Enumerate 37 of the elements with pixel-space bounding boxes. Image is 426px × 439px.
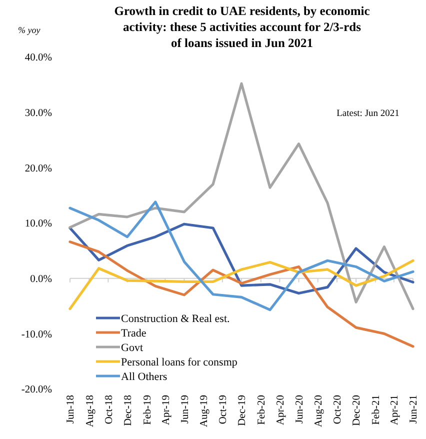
x-tick-label: Apr-20	[275, 395, 286, 426]
y-tick-label: -10.0%	[21, 329, 52, 340]
x-tick-label: Aug-18	[84, 395, 96, 428]
legend-label: Trade	[121, 327, 146, 340]
x-tick-label: Feb-21	[371, 395, 382, 425]
line-series	[68, 82, 414, 310]
x-tick-label: Dec-19	[237, 395, 248, 426]
x-tick-label: Oct-18	[104, 395, 115, 424]
y-tick-label: 10.0%	[24, 218, 52, 230]
annotation: Latest: Jun 2021	[336, 109, 400, 119]
legend-label: All Others	[121, 370, 168, 383]
x-tick-label: Feb-19	[142, 395, 154, 425]
y-tick-label: 20.0%	[24, 163, 52, 174]
x-tick-label: Apr-19	[160, 395, 172, 426]
x-tick-label: Dec-20	[352, 395, 363, 426]
line-series	[68, 200, 414, 312]
x-tick-label: Aug-20	[314, 395, 325, 428]
x-tick-label: Apr-21	[390, 395, 401, 426]
legend-label: Govt	[121, 342, 143, 354]
legend-label: Personal loans for consmp	[121, 356, 238, 368]
x-tick-label: Jun-20	[294, 395, 306, 424]
x-tick-label: Jun-19	[180, 395, 191, 424]
x-tick-label: Dec-18	[122, 395, 134, 426]
x-tick-label: Jun-21	[408, 395, 420, 424]
y-tick-label: 0.0%	[30, 274, 52, 286]
x-tick-label: Jun-18	[66, 395, 77, 424]
y-tick-label: 30.0%	[24, 108, 52, 120]
line-series	[68, 259, 414, 310]
chart-title: Growth in credit to UAE residents, by economic activity: these 5 activities account for 2/3-rds of loans issued in Jun 2021	[114, 4, 370, 50]
legend-label: Construction & Real est.	[121, 312, 230, 325]
x-tick-label: Oct-19	[218, 395, 230, 424]
y-tick-label: -20.0%	[21, 384, 52, 396]
x-tick-label: Oct-20	[332, 395, 344, 424]
y-tick-label: 40.0%	[24, 52, 52, 64]
y-axis-title: % yoy	[18, 25, 40, 35]
x-tick-label: Aug-19	[198, 395, 210, 428]
x-tick-label: Feb-20	[256, 395, 268, 425]
